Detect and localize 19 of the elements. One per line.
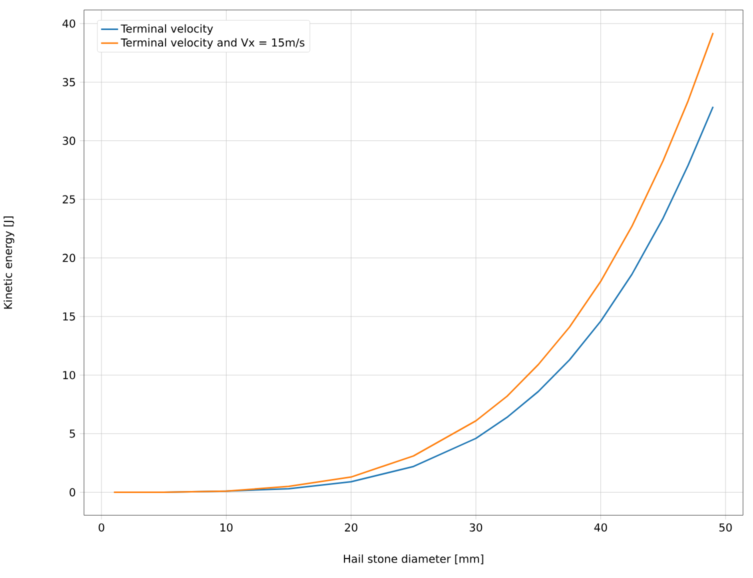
legend-label: Terminal velocity xyxy=(120,24,213,35)
y-tick-label: 5 xyxy=(70,430,75,438)
y-tick-label: 25 xyxy=(62,195,75,204)
y-tick-label: 35 xyxy=(62,78,75,86)
y-tick-label: 10 xyxy=(63,370,76,380)
x-tick-label: 40 xyxy=(594,523,607,532)
y-tick-label: 0 xyxy=(70,488,76,496)
x-tick-label: 30 xyxy=(470,523,482,532)
x-tick-label: 20 xyxy=(344,523,358,532)
x-tick-label: 10 xyxy=(220,523,233,532)
legend-label: Terminal velocity and Vx = 15m/s xyxy=(120,38,304,49)
y-tick-label: 15 xyxy=(63,312,75,321)
y-tick-label: 40 xyxy=(62,19,76,28)
x-tick-label: 50 xyxy=(719,523,732,532)
y-tick-label: 30 xyxy=(62,136,76,145)
y-axis-title: Kinetic energy [J] xyxy=(4,216,14,309)
x-axis-title: Hail stone diameter [mm] xyxy=(344,554,484,564)
x-tick-label: 0 xyxy=(98,523,104,532)
y-tick-label: 20 xyxy=(62,254,76,262)
